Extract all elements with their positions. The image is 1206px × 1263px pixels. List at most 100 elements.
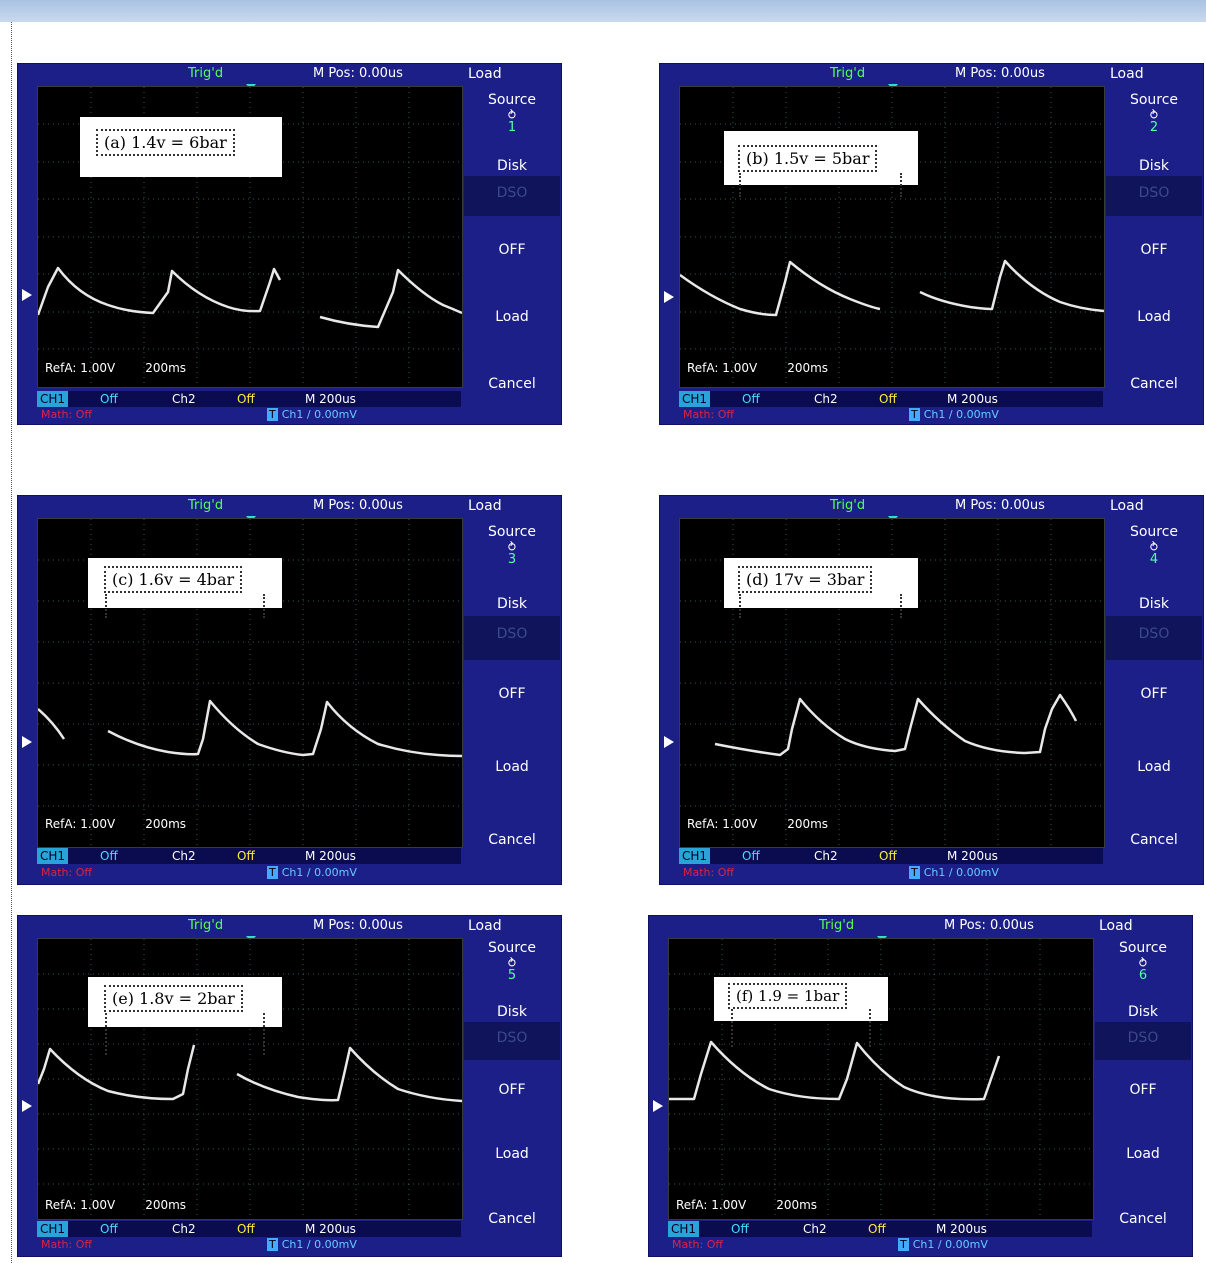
trigger-slope: / <box>306 1238 311 1251</box>
load-button[interactable]: Load <box>1137 309 1171 325</box>
ref-label: RefA: 1.00V <box>676 1198 747 1212</box>
status-bar: CH1 Off Ch2 Off M 200us <box>668 1221 1092 1237</box>
ref-label: RefA: 1.00V <box>687 361 758 375</box>
trigger-slope: / <box>306 408 311 421</box>
ch1-state: Off <box>100 392 118 406</box>
waveform-trace <box>669 1040 1001 1101</box>
math-status: Math: Off <box>672 1238 723 1251</box>
dso-option[interactable]: DSO <box>1095 1022 1191 1060</box>
cancel-button[interactable]: Cancel <box>1130 376 1178 392</box>
trigger-readout: T Ch1 / 0.00mV <box>909 866 999 880</box>
ch1-state: Off <box>742 392 760 406</box>
trigger-level: 0.00mV <box>314 408 357 421</box>
source-button[interactable]: Source ⥁ 2 <box>1106 92 1202 134</box>
ref-timebase: 200ms <box>145 361 187 375</box>
trigger-icon: T <box>267 408 278 421</box>
label-e: (e) 1.8v = 2bar <box>88 977 282 1055</box>
load-button[interactable]: Load <box>495 1146 529 1162</box>
ch2-indicator: Ch2 <box>172 1222 196 1236</box>
dso-option[interactable]: DSO <box>464 616 560 660</box>
label-leader-left <box>739 594 741 618</box>
trigger-slope: / <box>948 408 953 421</box>
channel-ground-marker <box>22 289 32 301</box>
dso-option[interactable]: DSO <box>464 176 560 216</box>
source-button[interactable]: Source ⥁ 6 <box>1095 940 1191 982</box>
main-position: M Pos: 0.00us <box>313 66 403 81</box>
rotate-icon: ⥁ <box>507 956 517 970</box>
source-label: Source <box>1129 92 1179 108</box>
label-c: (c) 1.6v = 4bar <box>88 558 282 618</box>
load-button[interactable]: Load <box>495 309 529 325</box>
status-bar-2: Math: Off T Ch1 / 0.00mV <box>37 408 461 422</box>
trigger-icon: T <box>909 408 920 421</box>
source-label: Source <box>487 92 537 108</box>
trigger-slope: / <box>306 866 311 879</box>
dso-option[interactable]: DSO <box>1106 176 1202 216</box>
load-button[interactable]: Load <box>495 759 529 775</box>
label-text: (a) 1.4v = 6bar <box>96 129 235 156</box>
off-button[interactable]: OFF <box>1140 686 1168 702</box>
off-button[interactable]: OFF <box>498 1082 526 1098</box>
main-timebase: M 200us <box>947 392 998 406</box>
trigger-status: Trig'd <box>188 66 224 81</box>
scope-header: Trig'd M Pos: 0.00us Load <box>18 64 561 84</box>
ch1-state: Off <box>100 1222 118 1236</box>
main-position: M Pos: 0.00us <box>313 498 403 513</box>
cancel-button[interactable]: Cancel <box>1130 832 1178 848</box>
trigger-level: 0.00mV <box>314 866 357 879</box>
source-button[interactable]: Source ⥁ 3 <box>464 524 560 566</box>
off-button[interactable]: OFF <box>1129 1082 1157 1098</box>
load-button[interactable]: Load <box>1126 1146 1160 1162</box>
waveform-trace <box>680 259 1104 317</box>
scope-header: Trig'd M Pos: 0.00us Load <box>660 496 1203 516</box>
menu-title: Load <box>1110 66 1144 82</box>
channel-ground-marker <box>22 1100 32 1112</box>
label-b: (b) 1.5v = 5bar <box>724 131 918 197</box>
ch1-indicator: CH1 <box>679 848 711 864</box>
trigger-readout: T Ch1 / 0.00mV <box>267 866 357 880</box>
ch2-state: Off <box>868 1222 886 1236</box>
off-button[interactable]: OFF <box>498 242 526 258</box>
label-leader-right <box>263 594 265 618</box>
off-button[interactable]: OFF <box>498 686 526 702</box>
cancel-button[interactable]: Cancel <box>1119 1211 1167 1227</box>
label-leader-left <box>739 173 741 197</box>
ch2-state: Off <box>879 392 897 406</box>
cancel-button[interactable]: Cancel <box>488 832 536 848</box>
scope-header: Trig'd M Pos: 0.00us Load <box>649 916 1192 936</box>
trigger-icon: T <box>909 866 920 879</box>
trigger-source: Ch1 <box>923 408 946 421</box>
ref-label: RefA: 1.00V <box>687 817 758 831</box>
load-button[interactable]: Load <box>1137 759 1171 775</box>
ref-readout: RefA: 1.00V 200ms <box>45 361 186 375</box>
off-button[interactable]: OFF <box>1140 242 1168 258</box>
trigger-readout: T Ch1 / 0.00mV <box>909 408 999 422</box>
disk-label: Disk <box>496 158 528 174</box>
dso-option[interactable]: DSO <box>464 1022 560 1060</box>
label-leader-right <box>900 173 902 197</box>
trigger-slope: / <box>937 1238 942 1251</box>
cancel-button[interactable]: Cancel <box>488 376 536 392</box>
main-position: M Pos: 0.00us <box>955 66 1045 81</box>
main-timebase: M 200us <box>947 849 998 863</box>
disk-label: Disk <box>1127 1004 1159 1020</box>
dso-option[interactable]: DSO <box>1106 616 1202 660</box>
scope-panel-f: Trig'd M Pos: 0.00us Load RefA: 1.00V 200… <box>648 915 1193 1257</box>
status-bar: CH1 Off Ch2 Off M 200us <box>679 848 1103 864</box>
trigger-status: Trig'd <box>819 918 855 933</box>
trigger-level: 0.00mV <box>956 408 999 421</box>
menu-title: Load <box>468 918 502 934</box>
trigger-icon: T <box>898 1238 909 1251</box>
scope-header: Trig'd M Pos: 0.00us Load <box>660 64 1203 84</box>
status-bar-2: Math: Off T Ch1 / 0.00mV <box>679 866 1103 880</box>
source-button[interactable]: Source ⥁ 1 <box>464 92 560 134</box>
trigger-icon: T <box>267 866 278 879</box>
status-bar-2: Math: Off T Ch1 / 0.00mV <box>668 1238 1092 1252</box>
source-button[interactable]: Source ⥁ 5 <box>464 940 560 982</box>
source-button[interactable]: Source ⥁ 4 <box>1106 524 1202 566</box>
cancel-button[interactable]: Cancel <box>488 1211 536 1227</box>
ch1-state: Off <box>731 1222 749 1236</box>
source-number: 1 <box>507 120 517 135</box>
ch2-indicator: Ch2 <box>172 849 196 863</box>
ref-label: RefA: 1.00V <box>45 817 116 831</box>
